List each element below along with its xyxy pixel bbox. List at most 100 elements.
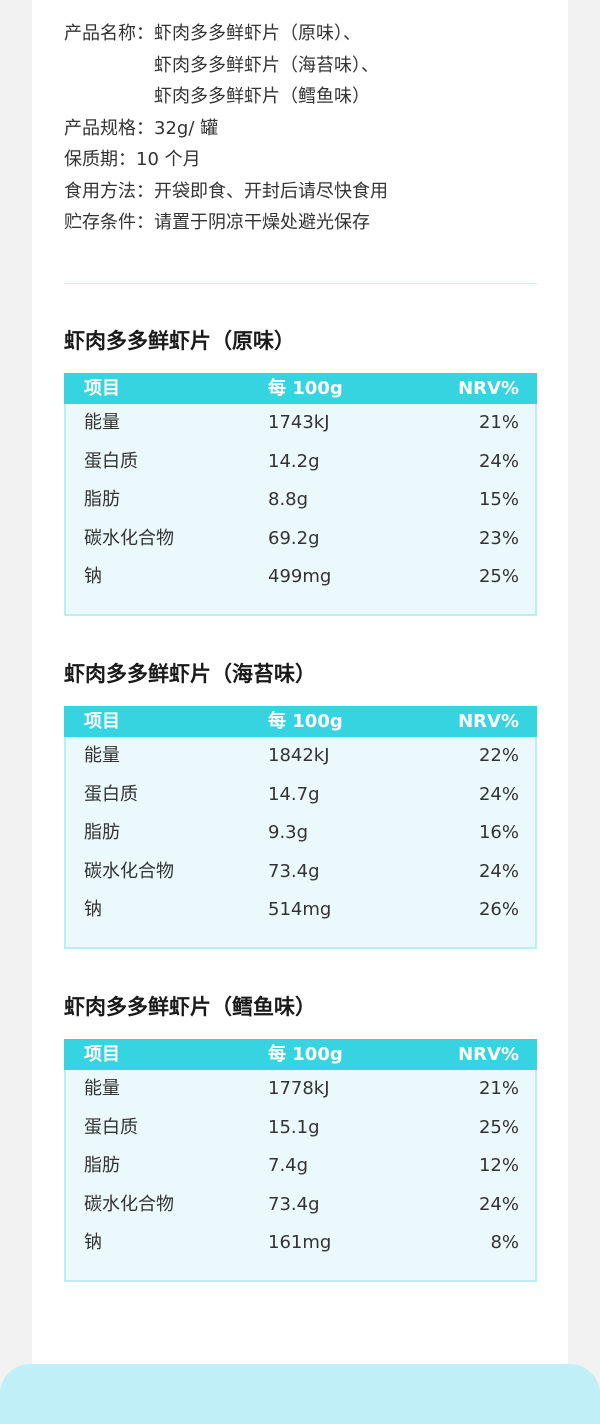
- table-row: 能量 1842kJ 22%: [66, 737, 535, 776]
- info-value: 32g/ 罐: [154, 117, 219, 139]
- table-row: 碳水化合物 73.4g 24%: [66, 853, 535, 892]
- nutrient-name: 碳水化合物: [84, 860, 174, 882]
- nutrient-nrv: 24%: [478, 450, 519, 472]
- table-header: 项目 每 100g NRV%: [64, 1039, 537, 1070]
- nutrient-name: 能量: [84, 745, 120, 766]
- section-title: 虾肉多多鲜虾片（鳕鱼味）: [64, 995, 316, 1019]
- header-item: 项目: [84, 711, 120, 732]
- nutrient-nrv: 8%: [490, 1232, 519, 1253]
- nutrient-amount: 69.2g: [268, 527, 320, 549]
- info-storage-row: 贮存条件： 请置于阴凉干燥处避光保存: [64, 207, 388, 239]
- header-nrv: NRV%: [458, 1044, 519, 1065]
- nutrient-nrv: 21%: [478, 412, 519, 433]
- info-label: 产品规格：: [64, 117, 154, 139]
- nutrient-nrv: 23%: [478, 527, 519, 549]
- divider: [64, 283, 537, 284]
- nutrient-name: 脂肪: [84, 489, 120, 510]
- info-value: 请置于阴凉干燥处避光保存: [154, 212, 370, 233]
- nutrient-amount: 8.8g: [268, 489, 309, 510]
- nutrient-name: 能量: [84, 412, 120, 433]
- nutrient-amount: 9.3g: [268, 822, 309, 843]
- footer-panel: [0, 1364, 600, 1424]
- table-row: 脂肪 8.8g 15%: [66, 481, 535, 520]
- nutrient-nrv: 24%: [478, 783, 519, 805]
- table-row: 蛋白质 14.7g 24%: [66, 776, 535, 815]
- header-item: 项目: [84, 378, 120, 399]
- table-row: 蛋白质 14.2g 24%: [66, 443, 535, 482]
- header-per100g: 每 100g: [268, 378, 343, 399]
- header-per100g: 每 100g: [268, 1044, 343, 1065]
- table-row: 钠 499mg 25%: [66, 558, 535, 597]
- nutrient-nrv: 15%: [478, 489, 519, 510]
- table-row: 能量 1778kJ 21%: [66, 1070, 535, 1109]
- nutrient-amount: 1842kJ: [268, 745, 330, 766]
- nutrition-section: 虾肉多多鲜虾片（海苔味） 项目 每 100g NRV% 能量 1842kJ 22…: [64, 656, 537, 949]
- nutrient-name: 碳水化合物: [84, 527, 174, 549]
- nutrient-amount: 514mg: [268, 899, 332, 920]
- info-label: 食用方法：: [64, 180, 154, 202]
- nutrition-section: 虾肉多多鲜虾片（原味） 项目 每 100g NRV% 能量 1743kJ 21%…: [64, 323, 537, 616]
- nutrient-amount: 73.4g: [268, 1193, 320, 1215]
- nutrient-name: 碳水化合物: [84, 1193, 174, 1215]
- nutrient-amount: 14.2g: [268, 450, 320, 472]
- info-label: 贮存条件：: [64, 212, 154, 233]
- table-row: 脂肪 7.4g 12%: [66, 1147, 535, 1186]
- info-usage-row: 食用方法： 开袋即食、开封后请尽快食用: [64, 176, 388, 208]
- nutrient-amount: 1778kJ: [268, 1078, 330, 1099]
- header-item: 项目: [84, 1044, 120, 1065]
- info-value: 10 个月: [136, 149, 201, 170]
- nutrition-table: 项目 每 100g NRV% 能量 1743kJ 21% 蛋白质 14.2g 2…: [64, 373, 537, 616]
- nutrient-amount: 73.4g: [268, 860, 320, 882]
- info-spec-row: 产品规格： 32g/ 罐: [64, 113, 388, 145]
- product-info: 产品名称： 虾肉多多鲜虾片（原味）、 虾肉多多鲜虾片（海苔味）、 虾肉多多鲜虾片…: [64, 18, 388, 239]
- table-row: 碳水化合物 69.2g 23%: [66, 520, 535, 559]
- nutrient-amount: 161mg: [268, 1232, 332, 1253]
- nutrient-nrv: 25%: [478, 1116, 519, 1138]
- info-label: 产品名称：: [64, 23, 154, 44]
- nutrient-name: 脂肪: [84, 822, 120, 843]
- info-value: 开袋即食、开封后请尽快食用: [154, 180, 388, 202]
- nutrient-amount: 14.7g: [268, 783, 320, 805]
- nutrient-name: 脂肪: [84, 1155, 120, 1176]
- nutrient-name: 钠: [84, 566, 102, 587]
- info-label: 保质期：: [64, 149, 136, 170]
- table-header: 项目 每 100g NRV%: [64, 373, 537, 404]
- nutrient-name: 钠: [84, 1232, 102, 1253]
- table-row: 脂肪 9.3g 16%: [66, 814, 535, 853]
- table-row: 钠 514mg 26%: [66, 891, 535, 930]
- nutrient-nrv: 24%: [478, 860, 519, 882]
- table-row: 碳水化合物 73.4g 24%: [66, 1186, 535, 1225]
- nutrient-nrv: 26%: [478, 899, 519, 920]
- product-name: 虾肉多多鲜虾片（海苔味）、: [154, 54, 379, 76]
- nutrient-amount: 15.1g: [268, 1116, 320, 1138]
- nutrient-name: 蛋白质: [84, 450, 138, 472]
- nutrition-table: 项目 每 100g NRV% 能量 1842kJ 22% 蛋白质 14.7g 2…: [64, 706, 537, 949]
- nutrient-amount: 7.4g: [268, 1155, 309, 1176]
- nutrient-nrv: 22%: [478, 745, 519, 766]
- nutrient-nrv: 16%: [478, 822, 519, 843]
- table-row: 蛋白质 15.1g 25%: [66, 1109, 535, 1148]
- nutrient-nrv: 21%: [478, 1078, 519, 1099]
- nutrient-name: 蛋白质: [84, 1116, 138, 1138]
- table-header: 项目 每 100g NRV%: [64, 706, 537, 737]
- nutrient-nrv: 25%: [478, 566, 519, 587]
- product-name: 虾肉多多鲜虾片（原味）、: [154, 23, 361, 44]
- nutrient-name: 能量: [84, 1078, 120, 1099]
- nutrition-table: 项目 每 100g NRV% 能量 1778kJ 21% 蛋白质 15.1g 2…: [64, 1039, 537, 1282]
- product-name: 虾肉多多鲜虾片（鳕鱼味）: [154, 86, 370, 107]
- header-nrv: NRV%: [458, 711, 519, 732]
- nutrient-amount: 499mg: [268, 566, 332, 587]
- section-title: 虾肉多多鲜虾片（海苔味）: [64, 662, 316, 686]
- nutrient-name: 蛋白质: [84, 783, 138, 805]
- section-title: 虾肉多多鲜虾片（原味）: [64, 329, 295, 353]
- nutrition-section: 虾肉多多鲜虾片（鳕鱼味） 项目 每 100g NRV% 能量 1778kJ 21…: [64, 989, 537, 1282]
- info-name-row: 产品名称： 虾肉多多鲜虾片（原味）、 虾肉多多鲜虾片（海苔味）、 虾肉多多鲜虾片…: [64, 18, 388, 113]
- nutrient-nrv: 12%: [478, 1155, 519, 1176]
- nutrient-name: 钠: [84, 899, 102, 920]
- header-per100g: 每 100g: [268, 711, 343, 732]
- nutrient-nrv: 24%: [478, 1193, 519, 1215]
- info-shelf-row: 保质期： 10 个月: [64, 144, 388, 176]
- nutrient-amount: 1743kJ: [268, 412, 330, 433]
- table-row: 能量 1743kJ 21%: [66, 404, 535, 443]
- header-nrv: NRV%: [458, 378, 519, 399]
